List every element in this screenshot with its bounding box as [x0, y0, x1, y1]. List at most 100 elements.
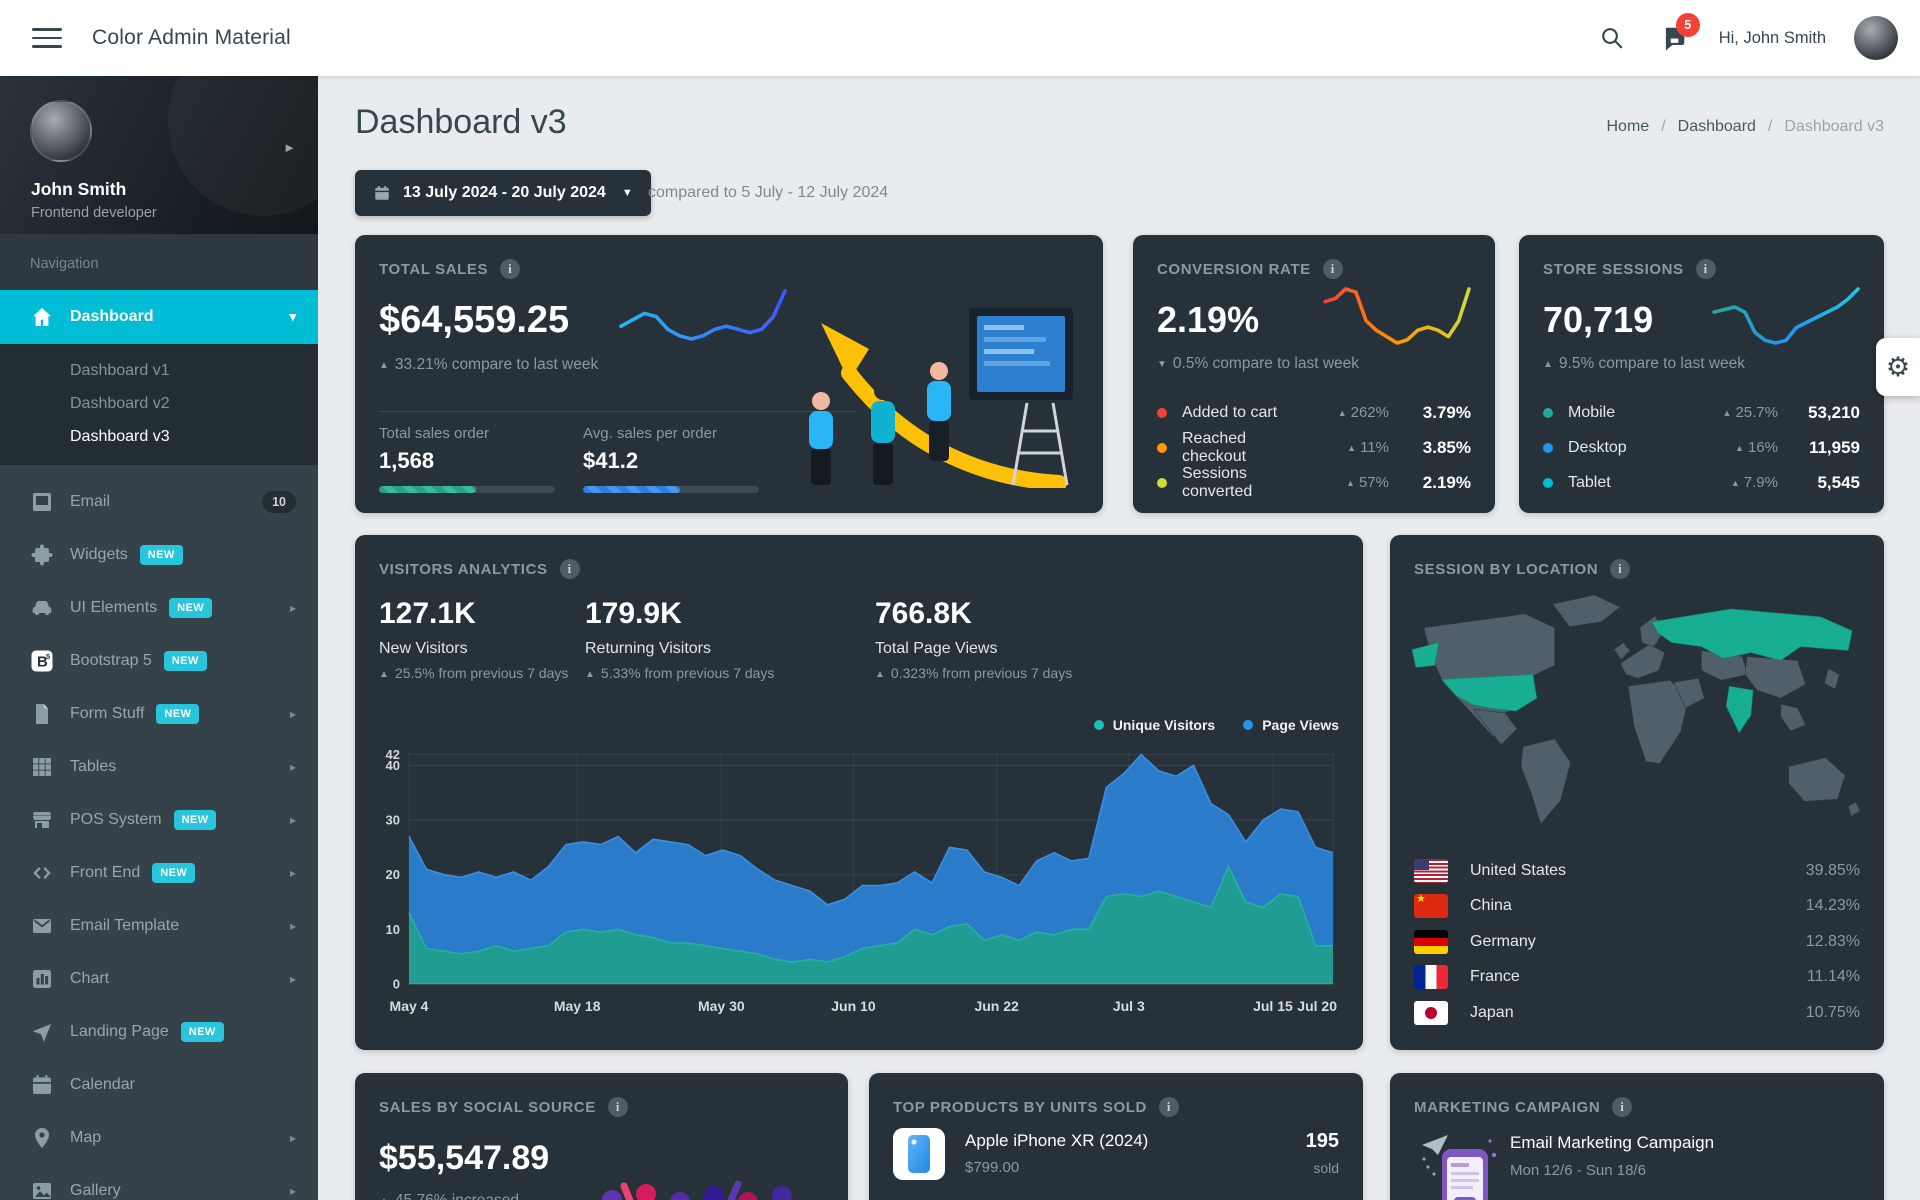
info-icon[interactable]: i [1158, 1097, 1179, 1117]
social-people-illustration [602, 1180, 792, 1200]
chevron-right-icon: ▸ [289, 918, 296, 933]
product-units-label: sold [1313, 1160, 1339, 1176]
sidebar-item-label: Form Stuff [70, 704, 145, 722]
total-sales-value: $64,559.25 [379, 299, 570, 341]
metric-label: Tablet [1568, 473, 1611, 491]
menu-toggle-button[interactable] [32, 28, 62, 48]
search-button[interactable] [1595, 21, 1629, 55]
breadcrumb: Home / Dashboard / Dashboard v3 [1607, 118, 1885, 136]
sidebar-item-widgets[interactable]: Widgets NEW [0, 528, 318, 581]
search-icon [1601, 28, 1622, 49]
info-icon[interactable]: i [500, 259, 521, 279]
sidebar-item-email[interactable]: Email 10 [0, 475, 318, 528]
info-icon[interactable]: i [559, 559, 580, 579]
metric-row-sessions-converted: Sessions converted ▲ 57% 2.19% [1157, 465, 1471, 500]
sidebar-item-email-template[interactable]: Email Template ▸ [0, 899, 318, 952]
flag-de-icon [1414, 929, 1448, 954]
sidebar-item-gallery[interactable]: Gallery ▸ [0, 1164, 318, 1200]
store-sessions-value: 70,719 [1543, 299, 1654, 340]
file-icon [30, 702, 54, 726]
sidebar-item-ui-elements[interactable]: UI Elements NEW ▸ [0, 581, 318, 634]
sidebar-item-map[interactable]: Map ▸ [0, 1111, 318, 1164]
chevron-right-icon: ▸ [289, 1183, 296, 1198]
trend-up-icon: ▲ [1347, 443, 1357, 453]
stat-change: ▲ 5.33% from previous 7 days [585, 665, 775, 681]
sidebar-subitem-dashboard-v2[interactable]: Dashboard v2 [70, 395, 170, 412]
gallery-icon [30, 1179, 54, 1200]
divider [379, 411, 855, 412]
sidebar-item-label: POS System [70, 810, 162, 828]
info-icon[interactable]: i [1322, 259, 1343, 279]
stat-value: 179.9K [585, 597, 682, 630]
avatar[interactable] [1854, 16, 1898, 60]
legend-unique-visitors[interactable]: Unique Visitors [1093, 717, 1215, 733]
info-icon[interactable]: i [1610, 559, 1631, 579]
new-badge: NEW [139, 544, 183, 565]
bar-chart-icon [30, 967, 54, 991]
info-icon[interactable]: i [607, 1097, 628, 1117]
legend-dot [1543, 477, 1553, 488]
sidebar-item-pos-system[interactable]: POS System NEW ▸ [0, 793, 318, 846]
visitors-stat-returning-visitors: 179.9K Returning Visitors ▲ 5.33% from pr… [585, 597, 774, 681]
country-value: 10.75% [1805, 1003, 1860, 1021]
map-pin-icon [30, 1126, 54, 1150]
conversion-rate-card: CONVERSION RATE i 2.19% ▼ 0.5% compare to… [1133, 235, 1495, 513]
sidebar-subitem-dashboard-v3[interactable]: Dashboard v3 [70, 428, 170, 445]
stat-label: Total Page Views [875, 640, 998, 657]
page-title: Dashboard v3 [355, 103, 567, 141]
trend-up-icon: ▲ [875, 669, 885, 680]
sidebar-item-dashboard[interactable]: Dashboard ▾ [0, 290, 318, 344]
metric-value: 2.19% [1422, 472, 1471, 492]
breadcrumb-dashboard[interactable]: Dashboard [1677, 118, 1756, 135]
calendar-icon [30, 1073, 54, 1097]
country-row-germany: Germany 12.83% [1414, 924, 1860, 960]
svg-text:Jul 3: Jul 3 [1113, 998, 1145, 1014]
info-icon[interactable]: i [1695, 259, 1716, 279]
sidebar-item-tables[interactable]: Tables ▸ [0, 740, 318, 793]
svg-text:Jul 20: Jul 20 [1297, 998, 1337, 1014]
date-range-picker[interactable]: 13 July 2024 - 20 July 2024 ▼ [355, 170, 651, 216]
metric-value: 5,545 [1817, 472, 1860, 492]
sidebar-item-form-stuff[interactable]: Form Stuff NEW ▸ [0, 687, 318, 740]
sidebar-item-label: Email Template [70, 916, 180, 934]
sidebar-item-calendar[interactable]: Calendar [0, 1058, 318, 1111]
new-badge: NEW [156, 703, 200, 724]
metric-change: ▲ 57% [1346, 474, 1389, 491]
sidebar-subitem-dashboard-v1[interactable]: Dashboard v1 [70, 362, 170, 379]
theme-settings-button[interactable]: ⚙ [1876, 338, 1920, 396]
profile-name: John Smith [31, 179, 127, 199]
metric-value: 3.79% [1422, 402, 1471, 422]
sales-by-social-source-card: SALES BY SOCIAL SOURCE i $55,547.89 ▲45.… [355, 1073, 848, 1200]
card-title: CONVERSION RATE [1157, 260, 1311, 278]
metric-change: ▲ 25.7% [1722, 404, 1778, 421]
breadcrumb-separator: / [1661, 118, 1666, 135]
metric-change: ▲ 7.9% [1730, 474, 1778, 491]
stat-label: Total sales order [379, 425, 490, 442]
info-icon[interactable]: i [1612, 1097, 1633, 1117]
notifications-button[interactable]: 5 [1657, 13, 1700, 55]
product-thumbnail [893, 1128, 945, 1180]
stat-value: 127.1K [379, 597, 476, 630]
table-icon [30, 755, 54, 779]
sidebar-menu: Dashboard ▾ Dashboard v1 Dashboard v2 Dashbo… [0, 290, 318, 1200]
trend-up-icon: ▲ [379, 1196, 389, 1200]
sidebar-profile[interactable]: ► John Smith Frontend developer [0, 76, 318, 234]
sidebar-item-chart[interactable]: Chart ▸ [0, 952, 318, 1005]
new-badge: NEW [169, 597, 213, 618]
metric-row-desktop: Desktop ▲ 16% 11,959 [1543, 430, 1860, 465]
user-greeting[interactable]: Hi, John Smith [1718, 28, 1826, 47]
sidebar-item-front-end[interactable]: Front End NEW ▸ [0, 846, 318, 899]
legend-page-views[interactable]: Page Views [1243, 717, 1339, 733]
product-row[interactable]: Apple iPhone XR (2024) $799.00 195 sold [893, 1128, 1339, 1180]
legend-dot [1243, 720, 1254, 730]
social-sales-change: ▲45.76% increased [379, 1192, 824, 1200]
metric-change: ▲ 262% [1337, 404, 1389, 421]
breadcrumb-home[interactable]: Home [1606, 118, 1650, 135]
puzzle-icon [30, 543, 54, 567]
conversion-rate-value: 2.19% [1157, 299, 1260, 340]
card-title: STORE SESSIONS [1543, 260, 1684, 278]
sidebar-item-landing-page[interactable]: Landing Page NEW [0, 1005, 318, 1058]
breadcrumb-separator: / [1767, 118, 1773, 135]
